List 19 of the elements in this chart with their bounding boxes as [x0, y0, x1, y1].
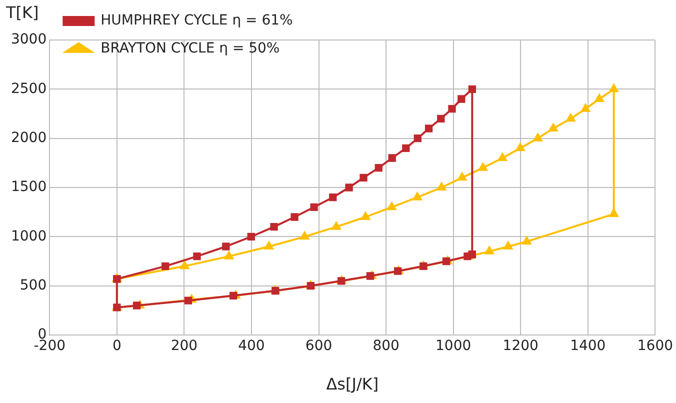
x-tick-label: 1000 [436, 338, 472, 354]
x-tick-label: 0 [112, 338, 122, 354]
x-tick-label: 1400 [570, 338, 606, 354]
x-axis-title: Δs[J/K] [326, 374, 379, 394]
x-tick-label: 1600 [637, 338, 674, 354]
x-tick-label: 600 [305, 338, 332, 354]
y-tick-label: 1000 [10, 228, 47, 244]
x-tick-label: 200 [170, 338, 198, 354]
y-tick-label: 500 [20, 277, 47, 294]
legend-label: BRAYTON CYCLE η = 50% [100, 40, 280, 57]
legend-label: HUMPHREY CYCLE η = 61% [100, 12, 293, 29]
y-tick-label: 1500 [10, 179, 47, 196]
y-tick-label: 2500 [10, 80, 47, 97]
x-tick-label: 1200 [502, 338, 538, 354]
x-tick-label: 400 [238, 338, 265, 354]
y-axis-title: T[K] [5, 3, 39, 22]
x-tick-label: 800 [372, 338, 400, 354]
y-tick-label: 2000 [10, 130, 47, 146]
y-tick-label: 3000 [10, 32, 47, 48]
